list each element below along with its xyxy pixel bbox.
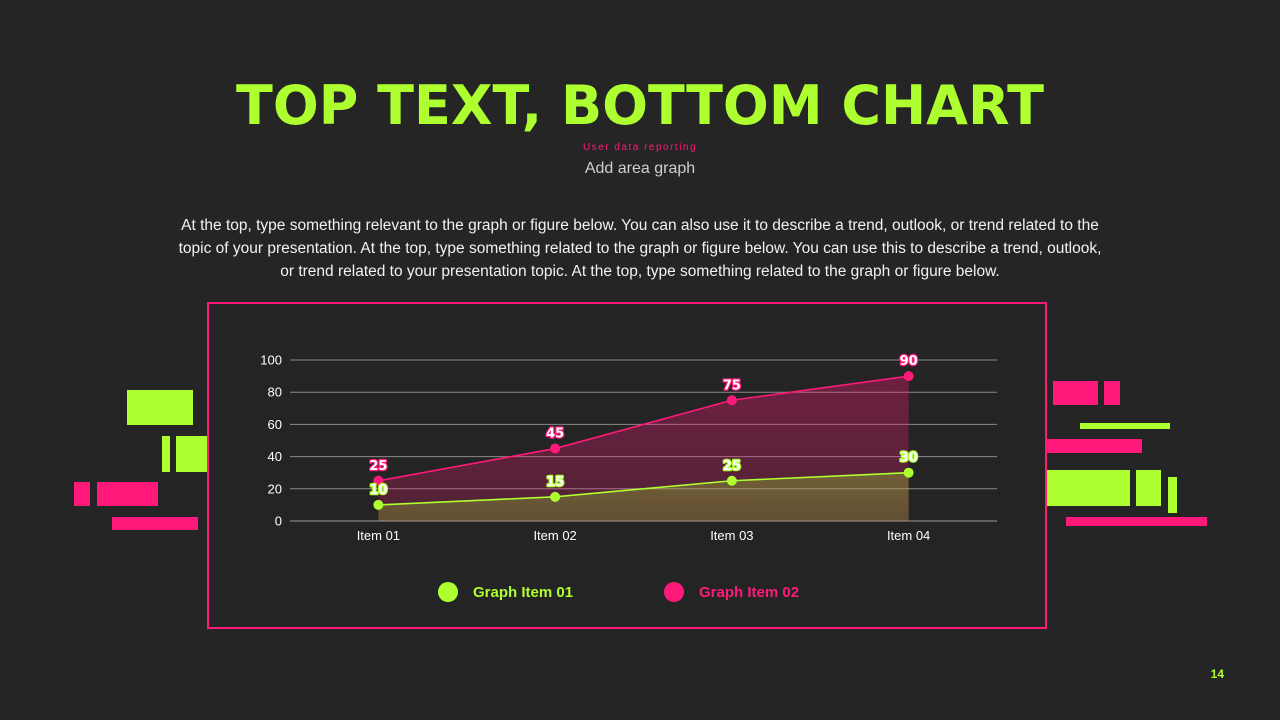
legend-label-2: Graph Item 02	[699, 583, 800, 601]
data-point	[550, 491, 561, 502]
data-label: 75	[723, 378, 741, 393]
legend-item-1: Graph Item 01	[438, 582, 573, 602]
page-subtitle: Add area graph	[584, 160, 696, 177]
data-label: 25	[369, 459, 387, 474]
page-number: 14	[1210, 667, 1224, 681]
area-series-1	[378, 472, 909, 521]
x-tick-label: Item 01	[357, 528, 400, 543]
decor-block	[1080, 423, 1170, 429]
page-title: TOP TEXT, BOTTOM CHART	[236, 74, 1044, 137]
x-tick-label: Item 03	[710, 528, 753, 543]
legend-swatch-2	[664, 582, 684, 602]
data-point	[903, 467, 914, 478]
decor-block	[1168, 477, 1177, 513]
decor-block	[74, 482, 90, 506]
data-point	[726, 475, 737, 486]
data-label: 90	[900, 354, 918, 369]
legend-swatch-1	[438, 582, 458, 602]
data-point	[903, 371, 914, 382]
decor-block	[1136, 470, 1161, 506]
chart-panel: 10 15 25 30 25 45 75 90 0 20 40 60 80 100 Item 01 Item…	[207, 302, 1047, 629]
data-point	[373, 499, 384, 510]
data-label: 30	[900, 451, 918, 466]
decor-block	[176, 436, 208, 472]
decor-block	[97, 482, 158, 506]
decor-block	[1045, 439, 1142, 453]
y-tick-label: 40	[268, 449, 282, 464]
x-tick-label: Item 02	[533, 528, 576, 543]
section-kicker: User data reporting	[582, 142, 698, 153]
x-tick-label: Item 04	[887, 528, 930, 543]
legend-label-1: Graph Item 01	[473, 583, 574, 601]
data-point	[550, 443, 561, 454]
line-series-2	[378, 375, 909, 482]
y-tick-label: 60	[268, 417, 282, 432]
decor-block	[1053, 381, 1098, 405]
data-label: 25	[723, 459, 741, 474]
y-tick-label: 80	[268, 385, 282, 400]
decor-block	[1066, 517, 1207, 526]
data-label: 15	[546, 475, 564, 490]
decor-block	[127, 390, 193, 425]
decor-block	[1104, 381, 1120, 405]
decor-block	[162, 436, 170, 472]
data-label: 10	[369, 483, 387, 498]
body-paragraph: At the top, type something relevant to t…	[178, 217, 1102, 280]
data-label: 45	[546, 427, 564, 442]
y-tick-label: 100	[260, 353, 282, 368]
legend-item-2: Graph Item 02	[664, 582, 799, 602]
line-series-1	[378, 471, 909, 506]
data-point	[373, 475, 384, 486]
y-tick-label: 0	[275, 514, 282, 529]
area-chart: 10 15 25 30 25 45 75 90 0 20 40 60 80 100 Item 01 Item…	[260, 353, 997, 543]
decor-block	[1045, 470, 1130, 506]
data-point	[726, 395, 737, 406]
y-tick-label: 20	[268, 481, 282, 496]
decor-block	[112, 517, 198, 530]
